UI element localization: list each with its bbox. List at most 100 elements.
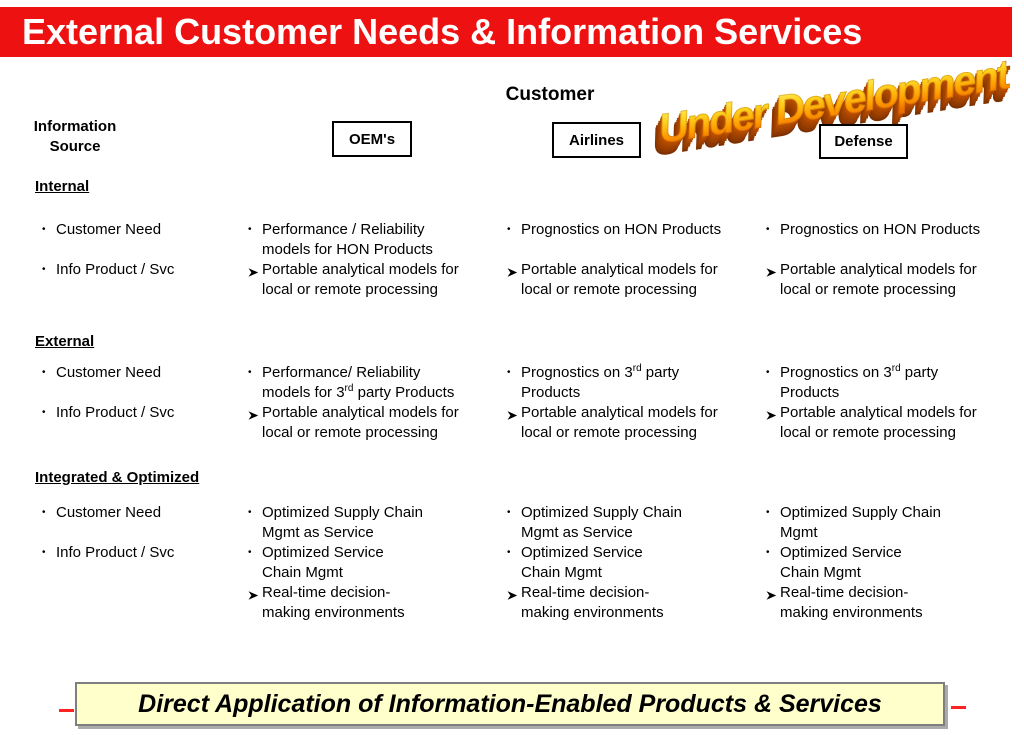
matrix-section: Internal • Customer Need • Info Product / Sv… <box>0 178 1024 300</box>
dot-bullet-icon: • <box>248 367 252 378</box>
item-text: Portable analytical models for local or … <box>521 404 718 441</box>
dot-bullet-icon: • <box>42 547 46 558</box>
item-text: Prognostics on HON Products <box>521 221 722 238</box>
dot-bullet-icon: • <box>507 507 511 518</box>
section-row: • Customer Need • Info Product / Svc • Perfor… <box>0 220 1024 300</box>
arrow-list-item: Real-time decision- making environments <box>248 583 501 623</box>
dot-bullet-icon: • <box>766 367 770 378</box>
bullet-list-item: • Info Product / Svc <box>42 543 242 563</box>
footer-banner: Direct Application of Information-Enable… <box>75 682 945 726</box>
title-banner: External Customer Needs & Information Se… <box>0 7 1012 57</box>
arrow-list-item: Portable analytical models for local or … <box>248 403 501 443</box>
item-text: Real-time decision- making environments <box>262 584 405 621</box>
section-label: Internal <box>35 178 90 195</box>
dot-bullet-icon: • <box>507 367 511 378</box>
bullet-list-item: • Customer Need <box>42 363 242 383</box>
item-text: Portable analytical models for local or … <box>780 261 977 298</box>
matrix-section: External • Customer Need • Info Product / Sv… <box>0 333 1024 443</box>
arrow-list-item: Portable analytical models for local or … <box>507 403 760 443</box>
page-title: External Customer Needs & Information Se… <box>22 11 863 52</box>
matrix-cell-oems: • Performance / Reliability models for HO… <box>248 220 507 300</box>
arrow-list-item: Portable analytical models for local or … <box>248 260 501 300</box>
dot-bullet-icon: • <box>42 507 46 518</box>
section-label: Integrated & Optimized <box>35 469 200 486</box>
dot-bullet-icon: • <box>248 224 252 235</box>
item-text: Portable analytical models for local or … <box>262 404 459 441</box>
arrow-list-item: Real-time decision- making environments <box>766 583 1018 623</box>
item-text: Real-time decision- making environments <box>521 584 664 621</box>
dot-bullet-icon: • <box>42 264 46 275</box>
bullet-list-item: • Optimized Supply Chain Mgmt <box>766 503 1018 543</box>
arrow-bullet-icon <box>248 260 262 284</box>
dot-bullet-icon: • <box>507 547 511 558</box>
item-text: Optimized Service Chain Mgmt <box>780 544 902 581</box>
arrow-list-item: Real-time decision- making environments <box>507 583 760 623</box>
bullet-list-item: • Optimized Service Chain Mgmt <box>507 543 760 583</box>
item-text: Info Product / Svc <box>56 544 175 561</box>
column-header-airlines: Airlines <box>552 122 641 158</box>
section-label: External <box>35 333 95 350</box>
column-header-oems: OEM's <box>332 121 412 157</box>
row-labels-cell: • Customer Need • Info Product / Svc <box>0 503 248 623</box>
item-text: Prognostics on HON Products <box>780 221 981 238</box>
bullet-list-item: • Optimized Service Chain Mgmt <box>248 543 501 583</box>
item-text: Info Product / Svc <box>56 404 175 421</box>
footer-text: Direct Application of Information-Enable… <box>138 689 882 718</box>
bullet-list-item: • Optimized Service Chain Mgmt <box>766 543 1018 583</box>
red-dash-left <box>59 709 74 712</box>
bullet-list-item: • Prognostics on 3rd party Products <box>766 363 1018 403</box>
item-text: Prognostics on 3rd party Products <box>521 363 680 402</box>
arrow-bullet-icon <box>766 583 780 607</box>
arrow-bullet-icon <box>248 583 262 607</box>
dot-bullet-icon: • <box>42 224 46 235</box>
arrow-list-item: Portable analytical models for local or … <box>766 403 1018 443</box>
bullet-list-item: • Info Product / Svc <box>42 260 242 280</box>
dot-bullet-icon: • <box>248 507 252 518</box>
matrix-section: Integrated & Optimized • Customer Need • Inf… <box>0 469 1024 623</box>
bullet-list-item: • Performance/ Reliability models for 3rd… <box>248 363 501 403</box>
information-source-heading: Information Source <box>10 117 140 157</box>
item-text: Optimized Supply Chain Mgmt <box>780 504 941 541</box>
section-row: • Customer Need • Info Product / Svc • Optimi… <box>0 503 1024 623</box>
item-text: Optimized Service Chain Mgmt <box>262 544 384 581</box>
bullet-list-item: • Performance / Reliability models for HO… <box>248 220 501 260</box>
matrix-cell-airlines: • Prognostics on 3rd party Products Portab… <box>507 363 766 443</box>
item-text: Customer Need <box>56 504 162 521</box>
item-text: Customer Need <box>56 221 162 238</box>
row-labels-cell: • Customer Need • Info Product / Svc <box>0 220 248 300</box>
matrix-cell-oems: • Optimized Supply Chain Mgmt as Service •… <box>248 503 507 623</box>
bullet-list-item: • Prognostics on 3rd party Products <box>507 363 760 403</box>
matrix-cell-defense: • Optimized Supply Chain Mgmt • Optimized S… <box>766 503 1024 623</box>
matrix-cell-defense: • Prognostics on HON Products Portable ana… <box>766 220 1024 300</box>
item-text: Prognostics on 3rd party Products <box>780 363 939 402</box>
column-header-defense-label: Defense <box>834 133 893 150</box>
column-header-defense: Defense <box>819 124 908 159</box>
dot-bullet-icon: • <box>42 407 46 418</box>
item-text: Optimized Supply Chain Mgmt as Service <box>521 504 682 541</box>
item-text: Performance / Reliability models for HON… <box>262 221 433 258</box>
dot-bullet-icon: • <box>766 224 770 235</box>
item-text: Optimized Supply Chain Mgmt as Service <box>262 504 423 541</box>
arrow-bullet-icon <box>766 260 780 284</box>
matrix-cell-defense: • Prognostics on 3rd party Products Portab… <box>766 363 1024 443</box>
bullet-list-item: • Optimized Supply Chain Mgmt as Service <box>248 503 501 543</box>
section-row: • Customer Need • Info Product / Svc • Perfor… <box>0 363 1024 443</box>
arrow-bullet-icon <box>766 403 780 427</box>
dot-bullet-icon: • <box>766 547 770 558</box>
item-text: Info Product / Svc <box>56 261 175 278</box>
red-dash-right <box>951 706 966 709</box>
matrix-cell-airlines: • Optimized Supply Chain Mgmt as Service •… <box>507 503 766 623</box>
bullet-list-item: • Prognostics on HON Products <box>766 220 1018 240</box>
arrow-list-item: Portable analytical models for local or … <box>766 260 1018 300</box>
item-text: Optimized Service Chain Mgmt <box>521 544 643 581</box>
bullet-list-item: • Customer Need <box>42 503 242 523</box>
customer-heading: Customer <box>505 84 595 105</box>
bullet-list-item: • Optimized Supply Chain Mgmt as Service <box>507 503 760 543</box>
item-text: Portable analytical models for local or … <box>780 404 977 441</box>
matrix-cell-airlines: • Prognostics on HON Products Portable ana… <box>507 220 766 300</box>
information-source-line2: Source <box>49 138 101 155</box>
information-source-line1: Information <box>33 118 117 135</box>
item-text: Customer Need <box>56 364 162 381</box>
matrix-cell-oems: • Performance/ Reliability models for 3rd… <box>248 363 507 443</box>
